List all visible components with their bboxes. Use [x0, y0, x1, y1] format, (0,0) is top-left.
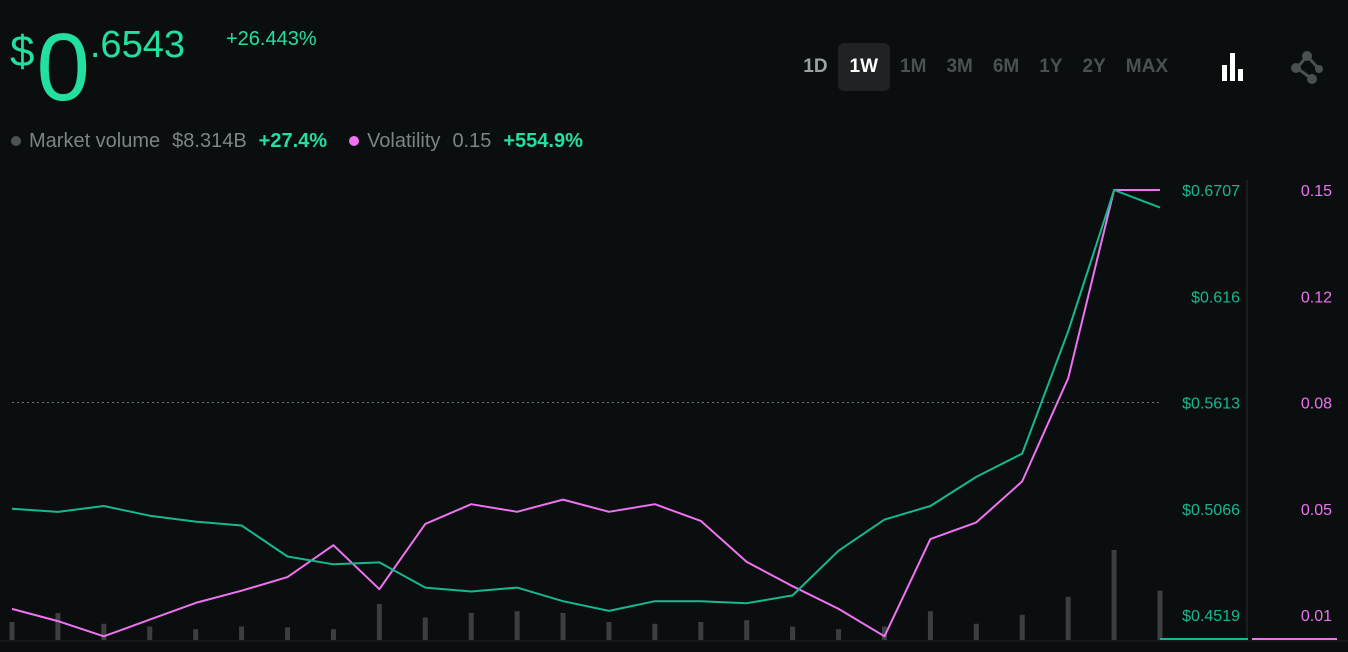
range-1w-button[interactable]: 1W	[837, 43, 891, 91]
range-1d-button[interactable]: 1D	[803, 56, 828, 77]
price-tick-label: $0.5066	[1182, 502, 1240, 519]
time-range-selector: 1D 1W 1M 3M 6M 1Y 2Y MAX	[793, 43, 1178, 91]
volume-legend-change: +27.4%	[258, 129, 328, 152]
volatility-axis-labels: 0.15 0.12 0.08 0.05 0.01	[1301, 183, 1332, 625]
range-max-button[interactable]: MAX	[1125, 56, 1168, 77]
volume-bars	[9, 550, 1163, 640]
volatility-tick-label: 0.05	[1301, 502, 1332, 519]
volatility-line	[11, 189, 1160, 638]
volume-bar	[1065, 596, 1071, 640]
volume-bar	[1157, 590, 1163, 640]
volume-bar	[9, 622, 15, 640]
price-currency-symbol: $	[10, 27, 35, 76]
price-axis-marker	[1160, 638, 1248, 640]
volume-bar	[881, 626, 887, 640]
volatility-legend-value: 0.15	[452, 129, 492, 152]
volume-bar	[744, 620, 750, 640]
price-tick-label: $0.6707	[1182, 183, 1240, 200]
volatility-legend-label: Volatility	[367, 129, 441, 152]
volume-bar	[422, 617, 428, 640]
volume-bar	[836, 629, 842, 640]
price-integer: 0	[36, 14, 90, 121]
price-tick-label: $0.616	[1191, 289, 1240, 306]
range-1m-button[interactable]: 1M	[900, 56, 927, 77]
chart-legend: Market volume $8.314B +27.4% Volatility …	[11, 128, 605, 154]
range-3m-button[interactable]: 3M	[946, 56, 973, 77]
volume-bar	[330, 629, 336, 640]
volume-bar	[55, 613, 61, 640]
volume-legend-value: $8.314B	[172, 129, 247, 152]
volatility-tick-label: 0.15	[1301, 183, 1332, 200]
volume-bar	[1019, 614, 1025, 640]
price-axis-labels: $0.6707 $0.616 $0.5613 $0.5066 $0.4519	[1182, 183, 1240, 625]
range-6m-button[interactable]: 6M	[992, 56, 1020, 77]
volume-bar	[101, 623, 107, 640]
range-2y-button[interactable]: 2Y	[1082, 56, 1106, 77]
volume-bar	[514, 611, 520, 640]
share-icon[interactable]	[1290, 50, 1324, 84]
price-change-percent: +26.443%	[226, 28, 317, 50]
volume-bar	[1111, 550, 1117, 640]
volatility-tick-label: 0.01	[1301, 608, 1332, 625]
price-tick-label: $0.5613	[1182, 396, 1240, 413]
series-lines	[11, 189, 1161, 638]
current-price: $ 0 .6543	[10, 20, 185, 120]
volume-bar	[790, 626, 796, 640]
volume-bar	[560, 613, 566, 640]
volume-legend-label: Market volume	[29, 129, 161, 152]
range-1y-button[interactable]: 1Y	[1039, 56, 1063, 77]
volume-bar	[698, 622, 704, 640]
volume-bar	[147, 626, 153, 640]
volatility-legend-change: +554.9%	[503, 129, 583, 152]
volatility-axis-marker	[1252, 638, 1337, 640]
volume-bar	[927, 611, 933, 640]
price-tick-label: $0.4519	[1182, 608, 1240, 625]
volume-bar	[285, 627, 291, 640]
volatility-tick-label: 0.12	[1301, 289, 1332, 306]
volatility-legend-dot	[349, 136, 360, 146]
volume-legend-dot	[11, 136, 21, 146]
volume-bar	[468, 613, 474, 640]
price-fraction: .6543	[89, 24, 185, 66]
volume-bar	[606, 622, 612, 640]
bar-chart-icon[interactable]	[1216, 50, 1250, 84]
price-line	[11, 189, 1161, 612]
volatility-tick-label: 0.08	[1301, 396, 1332, 413]
volume-bar	[652, 623, 658, 640]
volume-bar	[376, 604, 382, 640]
volume-bar	[239, 626, 245, 640]
volume-bar	[973, 623, 979, 640]
volume-bar	[193, 629, 199, 640]
